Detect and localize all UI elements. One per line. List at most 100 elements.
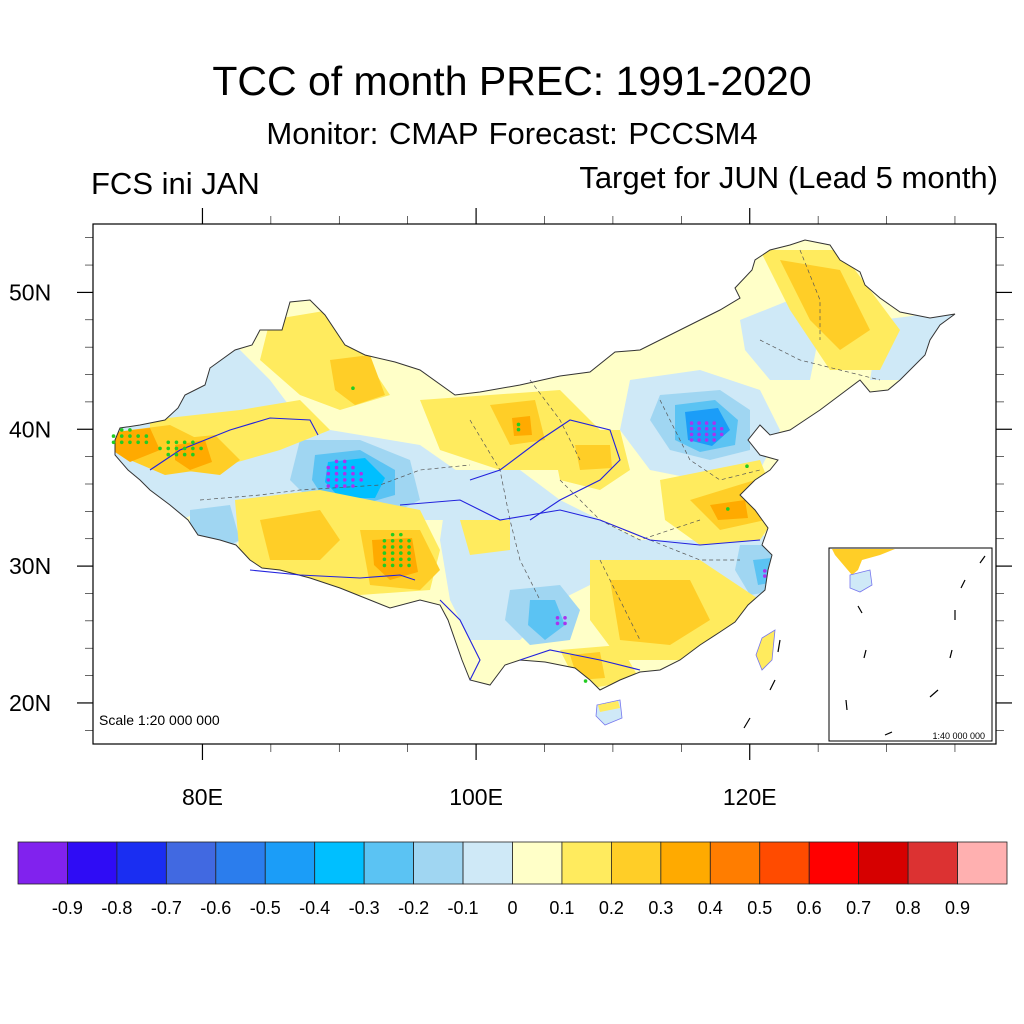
x-tick-label: 80E — [182, 784, 223, 810]
y-tick-label: 20N — [9, 690, 51, 716]
hainan-north-contour — [598, 701, 620, 712]
stipple-positive — [407, 551, 411, 555]
colorbar-box — [561, 841, 612, 885]
right-string: Target for JUN (Lead 5 month) — [579, 160, 998, 195]
left-string: FCS ini JAN — [91, 166, 260, 201]
stipple-negative — [342, 478, 347, 482]
stipple-positive — [191, 452, 195, 457]
colorbar-box — [264, 841, 316, 885]
colorbar-box — [660, 841, 711, 885]
colorbar-box — [709, 841, 761, 885]
stipple-positive — [119, 428, 124, 432]
stipple-negative — [351, 478, 355, 482]
stipple-positive — [144, 440, 149, 445]
stipple-positive — [390, 545, 395, 549]
stipple-negative — [712, 438, 716, 442]
stipple-positive — [407, 545, 411, 549]
x-tick-label: 100E — [449, 784, 503, 810]
stipple-positive — [390, 557, 395, 562]
colorbar-box — [858, 841, 909, 885]
colorbar-label: -0.6 — [200, 898, 231, 918]
stipple-negative — [689, 432, 694, 437]
stipple-negative — [342, 465, 347, 470]
stipple-negative — [334, 484, 339, 488]
stipple-negative — [563, 621, 567, 626]
inset-map: 1:40 000 000 — [828, 547, 993, 742]
stipple-positive — [191, 446, 195, 451]
stipple-negative — [334, 471, 339, 476]
stipple-negative — [326, 484, 331, 488]
axes: 20N 30N 40N 50N 80E 100E 120E — [9, 208, 1012, 810]
contour-orange-kashgar — [115, 428, 160, 462]
stipple-positive — [182, 446, 187, 451]
stipple-positive — [111, 440, 116, 445]
stipple-positive — [128, 434, 132, 438]
colorbar-box — [67, 841, 118, 885]
inset-mainland-coast — [832, 549, 895, 575]
contour-gold-dzungaria — [330, 355, 385, 405]
stipple-negative — [555, 615, 560, 620]
colorbar-box — [116, 841, 167, 885]
province-boundaries — [199, 249, 881, 641]
colorbar-box — [413, 841, 464, 885]
colorbar-label: 0.3 — [648, 898, 673, 918]
contour-deepblue-beijing — [685, 408, 730, 446]
colorbar-label: 0.8 — [896, 898, 921, 918]
colorbar-label: -0.2 — [398, 898, 429, 918]
stipple-positive — [166, 452, 171, 457]
stipple-negative — [351, 484, 355, 488]
stipple-negative — [689, 426, 694, 431]
stipple-positive — [382, 557, 387, 562]
stipple-positive — [182, 440, 187, 445]
stipple-positive — [166, 440, 171, 445]
y-tick-label: 50N — [9, 279, 51, 305]
stipple-negative — [689, 421, 694, 425]
stipple-positive — [174, 440, 179, 445]
stipple-negative — [334, 459, 339, 464]
stipple-positive — [390, 551, 395, 555]
stipple-negative — [326, 465, 331, 470]
colorbar-box — [165, 841, 217, 885]
stipple-positive — [158, 446, 162, 451]
stipple-positive — [119, 434, 124, 438]
rivers — [149, 417, 761, 681]
contour-yellow-sichuan — [460, 520, 510, 555]
colorbar-label: -0.9 — [52, 898, 83, 918]
stipple-positive — [399, 551, 403, 555]
stipple-negative — [697, 421, 701, 425]
contour-medblue-guizhou — [528, 600, 565, 640]
inset-dashed-boundary — [845, 555, 986, 736]
colorbar-label: -0.8 — [101, 898, 132, 918]
colorbar-box — [759, 841, 810, 885]
stipple-positive — [382, 545, 387, 549]
stipple-negative — [719, 432, 724, 437]
stipple-positive — [382, 551, 387, 555]
inset-hainan — [849, 569, 873, 593]
stipple-negative — [334, 465, 339, 470]
stipple-positive — [583, 679, 588, 683]
stipple-negative — [762, 569, 767, 573]
stipple-positive — [390, 563, 395, 568]
stipple-negative — [342, 484, 347, 488]
stipple-positive — [516, 422, 521, 427]
stipple-negative — [359, 471, 363, 476]
colorbar-box — [611, 841, 662, 885]
stipple-negative — [704, 438, 709, 442]
colorbar-label: 0.5 — [747, 898, 772, 918]
stipple-positive — [726, 507, 730, 511]
stipple-positive — [199, 446, 203, 451]
colorbar-box — [512, 841, 563, 885]
stipple-positive — [128, 440, 132, 445]
stipple-positive — [745, 464, 749, 469]
stipple-positive — [166, 446, 171, 451]
colorbar: -0.9 -0.8 -0.7 -0.6 -0.5 -0.4 -0.3 -0.2 -0.1 0 0.1… — [17, 841, 1008, 918]
stipple-positive — [516, 427, 521, 432]
stipple-positive — [399, 532, 403, 537]
colorbar-box — [808, 841, 860, 885]
stipple-positive — [382, 563, 387, 568]
colorbar-label: -0.4 — [299, 898, 330, 918]
stipple-negative — [351, 471, 355, 476]
stipple-positive — [119, 440, 124, 445]
colorbar-label: -0.3 — [349, 898, 380, 918]
